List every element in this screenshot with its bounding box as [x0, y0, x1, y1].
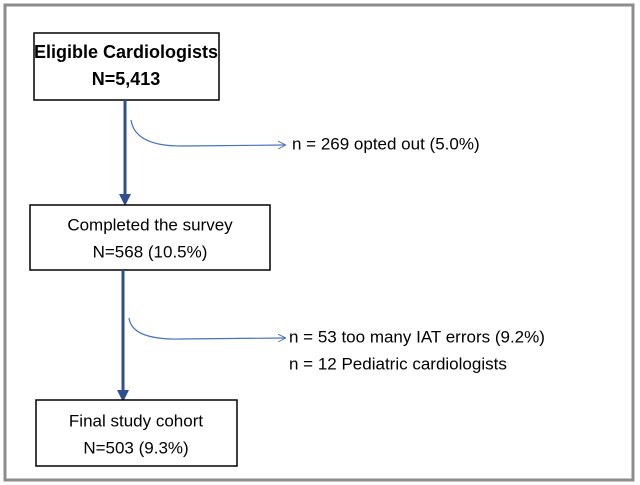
node-box	[29, 204, 271, 271]
exclusion-arrow	[128, 317, 285, 339]
node-label: N=503 (9.3%)	[83, 438, 188, 457]
node-box	[33, 32, 220, 101]
node-label: Eligible Cardiologists	[34, 42, 218, 62]
node-label: Completed the survey	[67, 215, 233, 234]
exclusion-arrow	[130, 119, 285, 146]
exclusion-label: n = 53 too many IAT errors (9.2%)	[289, 327, 545, 346]
node-label: N=5,413	[92, 69, 161, 89]
node-box	[35, 399, 238, 467]
exclusion-label: n = 12 Pediatric cardiologists	[289, 354, 507, 373]
node-label: Final study cohort	[69, 411, 203, 430]
exclusion-label: n = 269 opted out (5.0%)	[292, 134, 480, 153]
node-label: N=568 (10.5%)	[93, 242, 208, 261]
